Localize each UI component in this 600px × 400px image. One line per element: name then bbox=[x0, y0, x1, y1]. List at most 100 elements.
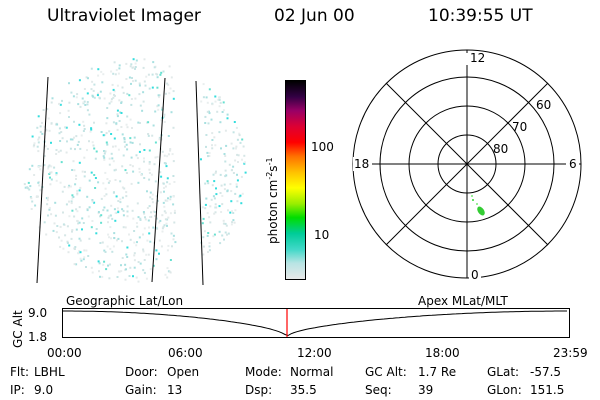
emission-pixel bbox=[102, 209, 105, 212]
emission-pixel bbox=[71, 138, 74, 141]
emission-pixel bbox=[91, 80, 94, 83]
emission-pixel bbox=[83, 88, 86, 90]
emission-pixel bbox=[169, 212, 172, 215]
emission-pixel bbox=[55, 173, 58, 176]
emission-pixel bbox=[149, 191, 152, 194]
emission-pixel bbox=[166, 155, 169, 158]
emission-pixel bbox=[59, 112, 62, 115]
emission-pixel bbox=[100, 70, 103, 73]
emission-pixel bbox=[128, 94, 131, 97]
emission-pixel bbox=[129, 118, 132, 121]
emission-pixel bbox=[72, 95, 75, 98]
emission-pixel bbox=[228, 163, 231, 166]
emission-pixel bbox=[170, 76, 173, 79]
emission-pixel bbox=[91, 271, 94, 274]
emission-pixel bbox=[223, 188, 226, 191]
emission-pixel bbox=[211, 139, 214, 141]
emission-pixel bbox=[143, 157, 145, 160]
emission-pixel bbox=[219, 121, 222, 124]
emission-pixel bbox=[128, 275, 131, 277]
emission-pixel bbox=[214, 95, 217, 98]
emission-pixel bbox=[121, 240, 123, 243]
emission-pixel bbox=[211, 132, 214, 135]
emission-pixel bbox=[121, 133, 124, 136]
emission-pixel bbox=[33, 144, 36, 147]
emission-pixel bbox=[142, 250, 145, 253]
emission-pixel bbox=[103, 150, 106, 152]
emission-pixel bbox=[144, 218, 147, 221]
emission-pixel bbox=[86, 195, 89, 198]
emission-pixel bbox=[142, 269, 145, 272]
emission-pixel bbox=[205, 145, 207, 148]
emission-pixel bbox=[71, 230, 73, 233]
emission-pixel bbox=[225, 224, 228, 227]
emission-pixel bbox=[61, 190, 64, 193]
emission-pixel bbox=[112, 245, 115, 248]
emission-pixel bbox=[210, 118, 213, 121]
emission-pixel bbox=[112, 160, 115, 163]
emission-pixel bbox=[169, 259, 172, 261]
emission-pixel bbox=[122, 154, 125, 157]
emission-pixel bbox=[73, 215, 76, 218]
emission-pixel bbox=[204, 182, 207, 185]
emission-pixel bbox=[72, 196, 75, 198]
emission-pixel bbox=[224, 222, 227, 225]
emission-pixel bbox=[112, 145, 114, 148]
emission-pixel bbox=[113, 208, 116, 211]
emission-pixel bbox=[230, 142, 233, 145]
emission-pixel bbox=[173, 181, 176, 183]
emission-pixel bbox=[66, 225, 69, 228]
emission-pixel bbox=[143, 149, 146, 151]
emission-pixel bbox=[223, 238, 225, 241]
emission-pixel bbox=[200, 158, 202, 161]
emission-pixel bbox=[54, 201, 57, 204]
emission-pixel bbox=[208, 152, 211, 155]
emission-pixel bbox=[118, 270, 121, 273]
emission-pixel bbox=[160, 245, 163, 248]
emission-pixel bbox=[88, 113, 91, 116]
emission-pixel bbox=[232, 212, 235, 214]
emission-pixel bbox=[151, 198, 154, 201]
emission-pixel bbox=[163, 224, 166, 227]
emission-pixel bbox=[65, 151, 68, 154]
emission-pixel bbox=[94, 187, 97, 189]
emission-pixel bbox=[173, 211, 176, 214]
emission-pixel bbox=[149, 216, 152, 218]
emission-pixel bbox=[117, 72, 120, 75]
emission-pixel bbox=[51, 97, 54, 100]
emission-pixel bbox=[150, 215, 153, 218]
emission-pixel bbox=[119, 198, 122, 201]
timeline-ylabel: GC Alt bbox=[11, 310, 25, 348]
emission-pixel bbox=[130, 156, 133, 159]
emission-pixel bbox=[24, 186, 27, 189]
emission-pixel bbox=[140, 173, 143, 176]
emission-pixel bbox=[158, 239, 161, 242]
emission-pixel bbox=[92, 89, 95, 92]
emission-pixel bbox=[132, 170, 135, 173]
emission-pixel bbox=[37, 150, 40, 153]
emission-pixel bbox=[126, 115, 129, 118]
emission-pixel bbox=[163, 121, 166, 123]
emission-pixel bbox=[238, 134, 241, 137]
emission-pixel bbox=[237, 161, 239, 163]
emission-pixel bbox=[160, 71, 163, 74]
emission-pixel bbox=[166, 181, 169, 184]
emission-pixel bbox=[135, 59, 138, 62]
emission-pixel bbox=[78, 123, 81, 126]
emission-pixel bbox=[143, 80, 146, 83]
emission-pixel bbox=[167, 244, 170, 247]
emission-pixel bbox=[120, 102, 123, 104]
emission-pixel bbox=[133, 259, 136, 262]
emission-pixel bbox=[152, 226, 155, 229]
emission-pixel bbox=[69, 185, 72, 188]
emission-pixel bbox=[121, 208, 124, 211]
emission-pixel bbox=[57, 150, 60, 153]
emission-pixel bbox=[133, 241, 136, 244]
emission-pixel bbox=[152, 264, 155, 267]
emission-pixel bbox=[138, 236, 141, 239]
emission-pixel bbox=[93, 147, 96, 150]
emission-pixel bbox=[147, 253, 150, 256]
emission-pixel bbox=[88, 140, 90, 143]
emission-pixel bbox=[133, 136, 136, 139]
